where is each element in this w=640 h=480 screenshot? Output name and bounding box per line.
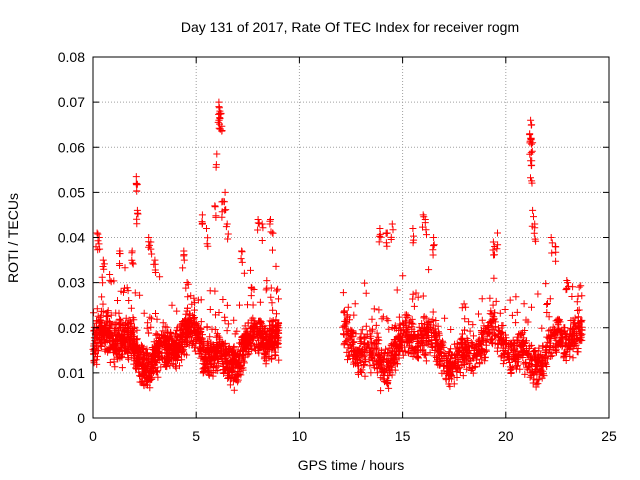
x-axis-label: GPS time / hours [298,457,405,473]
x-tick-label: 0 [89,428,97,444]
y-tick-label: 0 [77,410,85,426]
y-tick-label: 0.08 [58,49,85,65]
y-tick-label: 0.01 [58,365,85,381]
x-tick-label: 20 [498,428,514,444]
x-tick-label: 15 [395,428,411,444]
chart-title: Day 131 of 2017, Rate Of TEC Index for r… [181,19,519,35]
y-tick-label: 0.06 [58,139,85,155]
y-tick-label: 0.04 [58,230,85,246]
y-tick-label: 0.02 [58,320,85,336]
y-tick-label: 0.05 [58,184,85,200]
x-tick-label: 10 [292,428,308,444]
x-tick-label: 5 [192,428,200,444]
y-axis-label: ROTI / TECUs [5,193,21,283]
ticks-layer: 0 0.01 0.02 0.03 0.04 0.05 0.06 0.07 0.08 0 5 10 15 2… [58,49,617,444]
x-tick-label: 25 [601,428,617,444]
y-tick-label: 0.07 [58,94,85,110]
roti-data-points [89,98,586,395]
data-points-layer [89,98,586,395]
y-tick-label: 0.03 [58,275,85,291]
